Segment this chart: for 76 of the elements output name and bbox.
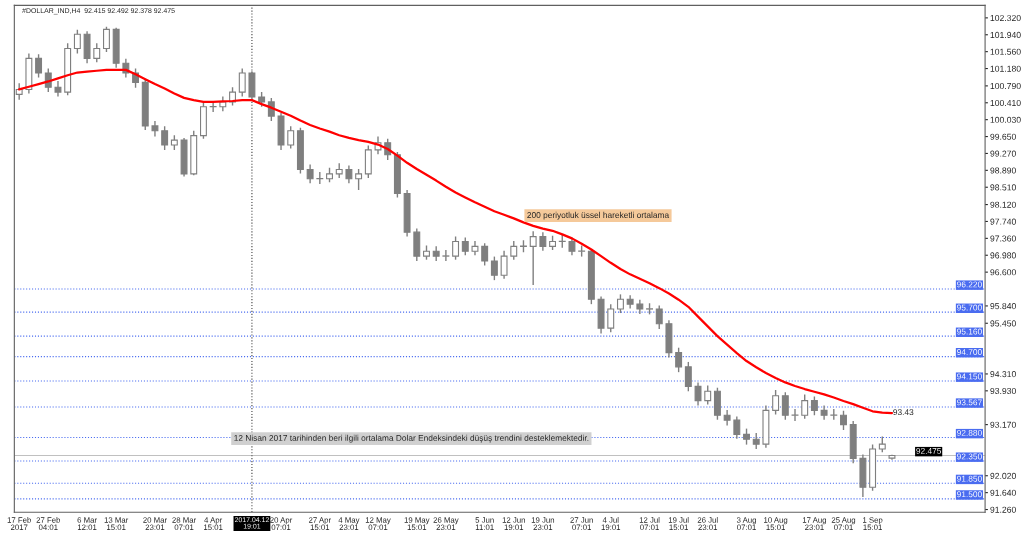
candlestick <box>684 361 692 392</box>
candlestick <box>35 53 43 79</box>
ref-line-label: 91.850 <box>957 475 982 482</box>
candlestick <box>772 389 780 416</box>
y-tick-label: 101.940 <box>990 31 1021 38</box>
candlestick <box>675 347 683 373</box>
candlestick <box>723 409 731 427</box>
y-tick-label: 91.260 <box>990 506 1016 513</box>
candlestick <box>306 163 314 184</box>
ref-line-label: 95.700 <box>957 304 982 311</box>
candlestick <box>73 29 81 55</box>
y-tick-label: 97.360 <box>990 235 1016 242</box>
candlestick <box>151 120 159 138</box>
candlestick <box>781 391 789 421</box>
ref-line-label: 94.150 <box>957 373 982 380</box>
y-tick-label: 100.030 <box>990 116 1021 123</box>
candlestick <box>161 125 169 151</box>
candlestick <box>840 410 847 431</box>
y-tick-label: 94.310 <box>990 371 1016 378</box>
candlestick <box>54 80 62 98</box>
y-tick-label: 96.600 <box>990 269 1016 276</box>
candlestick <box>713 387 721 421</box>
candlestick <box>238 67 246 98</box>
candlestick <box>103 26 110 53</box>
candlestick <box>510 240 518 261</box>
y-tick-label: 98.510 <box>990 184 1016 191</box>
y-tick-label: 98.120 <box>990 201 1016 208</box>
candlestick <box>481 242 489 267</box>
candlestick <box>810 395 818 416</box>
candlestick <box>607 303 615 333</box>
candlestick <box>432 245 440 262</box>
candlestick <box>452 235 460 261</box>
y-tick-label: 96.980 <box>990 252 1016 259</box>
y-tick-label: 95.840 <box>990 303 1016 310</box>
candlestick <box>791 408 799 422</box>
candlestick <box>539 231 547 252</box>
ref-line-label: 94.700 <box>957 349 982 355</box>
candlestick <box>442 249 450 262</box>
candlestick <box>500 250 508 280</box>
candlestick <box>801 393 809 420</box>
candlestick <box>694 381 702 407</box>
annotation: 200 periyotluk üssel hareketli ortalama <box>527 211 670 220</box>
y-tick-label: 93.170 <box>990 421 1016 428</box>
candlestick <box>355 168 363 191</box>
y-tick-label: 93.930 <box>990 387 1016 395</box>
candlestick <box>248 70 256 102</box>
annotation: 12 Nisan 2017 tarihinden beri ilgili ortalama Dolar Endeksindeki düşüş trendini desteklemektedir. <box>234 434 589 443</box>
candlestick <box>655 304 663 330</box>
ref-line-label: 91.500 <box>957 491 982 498</box>
y-tick-label: 101.560 <box>990 48 1021 55</box>
candlestick <box>287 125 295 150</box>
y-tick-label: 101.180 <box>990 65 1021 72</box>
y-tick-label: 100.790 <box>990 82 1021 90</box>
ref-line-label: 96.220 <box>957 281 982 288</box>
y-tick-label: 95.450 <box>990 320 1016 327</box>
candlestick <box>93 42 101 64</box>
y-tick-label: 92.020 <box>990 472 1016 479</box>
y-tick-label: 91.640 <box>990 489 1016 496</box>
y-tick-label: 97.740 <box>990 218 1016 225</box>
y-tick-label: 102.320 <box>990 14 1021 22</box>
y-tick-label: 98.890 <box>990 167 1016 174</box>
candlestick <box>616 293 624 314</box>
y-tick-label: 99.270 <box>990 150 1016 157</box>
ref-line-label: 95.160 <box>957 328 982 335</box>
y-tick-label: 100.410 <box>990 99 1021 106</box>
ref-line-label: 92.475 <box>916 447 942 454</box>
ref-line-label: 92.350 <box>957 453 982 460</box>
ref-line-label: 93.567 <box>957 399 982 406</box>
candlestick <box>529 230 537 286</box>
y-tick-label: 99.650 <box>990 133 1016 140</box>
annotation: 93.43 <box>893 409 914 416</box>
candlestick <box>15 82 23 101</box>
ref-line-label: 92.880 <box>957 429 982 436</box>
candlestick <box>733 415 741 440</box>
candlestick <box>490 255 498 281</box>
candlestick <box>704 384 712 406</box>
